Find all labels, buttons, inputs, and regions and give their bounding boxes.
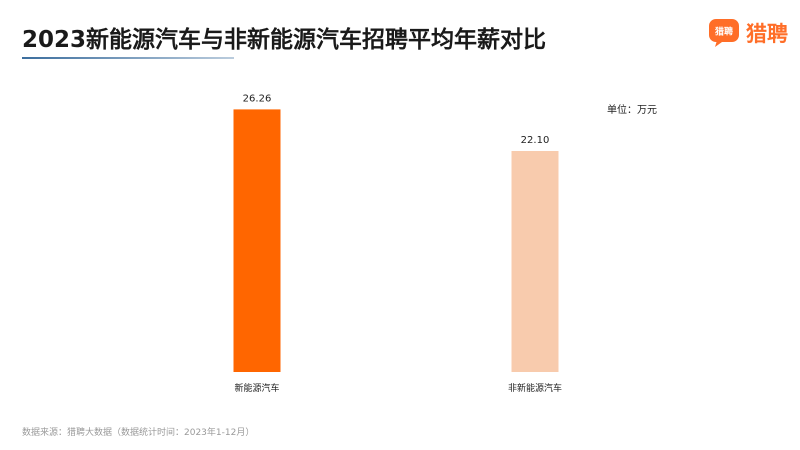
bar-1 bbox=[233, 109, 281, 373]
brand-name: 猎聘 bbox=[746, 22, 788, 46]
bar-value-label-2: 22.10 bbox=[521, 135, 550, 146]
bar-2 bbox=[511, 151, 559, 372]
svg-text:猎聘: 猎聘 bbox=[715, 26, 733, 38]
brand-logo: 猎聘 猎聘 bbox=[708, 16, 788, 50]
title-underline bbox=[22, 57, 234, 59]
unit-label: 单位：万元 bbox=[607, 105, 657, 116]
data-source-note: 数据来源：猎聘大数据（数据统计时间：2023年1-12月） bbox=[22, 428, 255, 438]
category-label-2: 非新能源汽车 bbox=[508, 382, 562, 394]
speech-bubble-logo-icon: 猎聘 bbox=[708, 18, 740, 48]
category-label-1: 新能源汽车 bbox=[234, 382, 279, 394]
chart-title: 2023新能源汽车与非新能源汽车招聘平均年薪对比 bbox=[22, 27, 547, 53]
bar-value-label-1: 26.26 bbox=[243, 93, 272, 104]
